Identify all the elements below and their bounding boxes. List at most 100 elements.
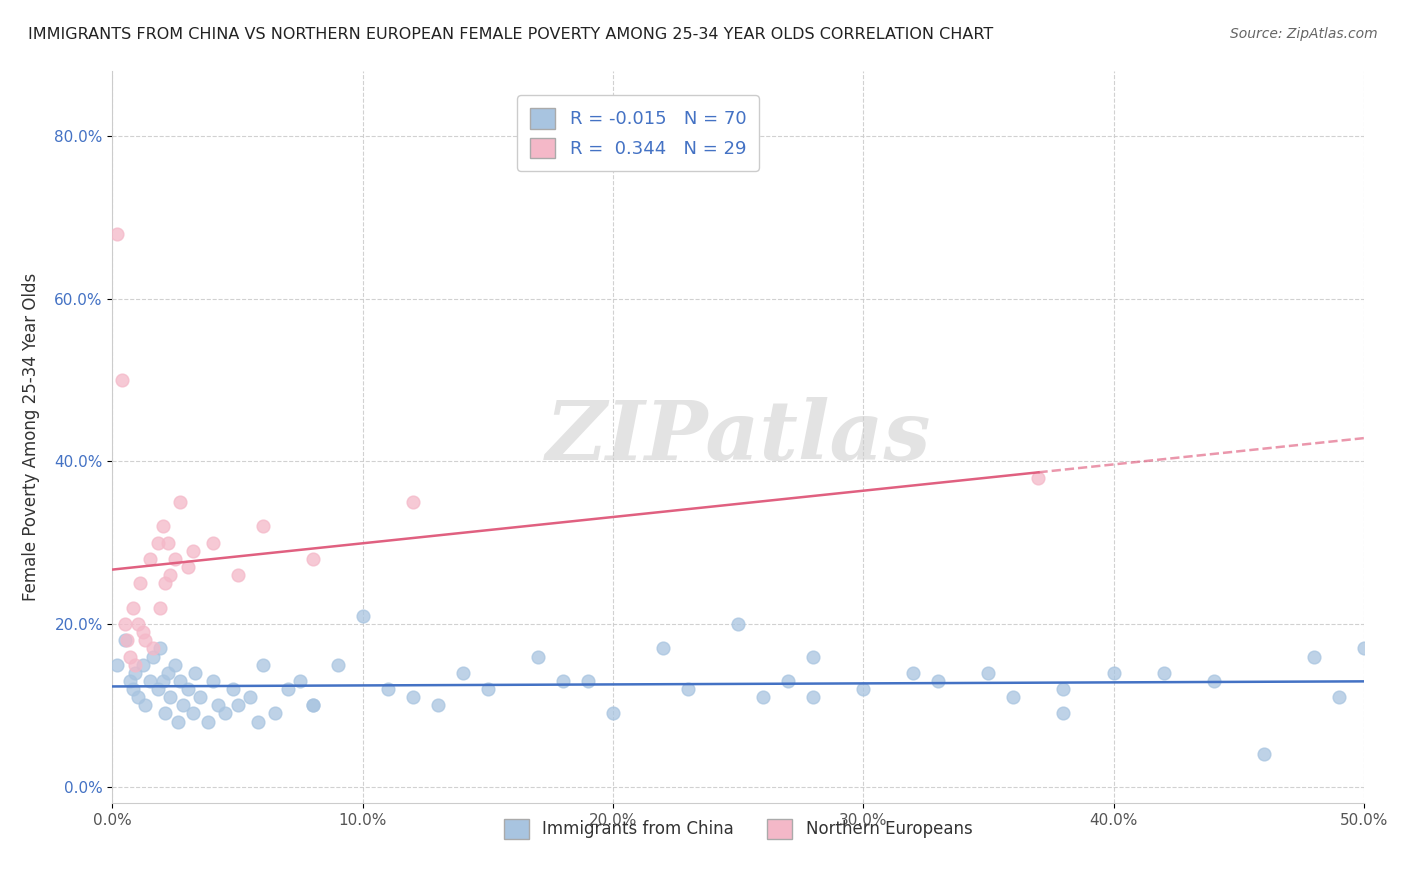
Point — [207, 698, 229, 713]
Point — [181, 544, 204, 558]
Point — [977, 665, 1000, 680]
Point — [149, 641, 172, 656]
Point — [124, 657, 146, 672]
Point — [1052, 706, 1074, 721]
Point — [139, 552, 162, 566]
Point — [181, 706, 204, 721]
Point — [149, 600, 172, 615]
Point — [172, 698, 194, 713]
Point — [152, 519, 174, 533]
Point — [226, 698, 249, 713]
Point — [146, 535, 169, 549]
Point — [576, 673, 599, 688]
Point — [163, 552, 186, 566]
Point — [107, 227, 129, 241]
Point — [153, 576, 176, 591]
Point — [1153, 665, 1175, 680]
Point — [301, 552, 323, 566]
Point — [1302, 649, 1324, 664]
Point — [127, 617, 149, 632]
Point — [117, 633, 139, 648]
Point — [114, 617, 136, 632]
Point — [551, 673, 574, 688]
Point — [326, 657, 349, 672]
Point — [1353, 641, 1375, 656]
Point — [239, 690, 262, 705]
Point — [121, 681, 143, 696]
Point — [1052, 681, 1074, 696]
Point — [124, 665, 146, 680]
Point — [134, 633, 156, 648]
Point — [118, 673, 141, 688]
Point — [290, 673, 312, 688]
Point — [676, 681, 699, 696]
Point — [159, 568, 181, 582]
Point — [221, 681, 243, 696]
Point — [246, 714, 269, 729]
Text: Source: ZipAtlas.com: Source: ZipAtlas.com — [1230, 27, 1378, 41]
Point — [114, 633, 136, 648]
Point — [352, 608, 374, 623]
Point — [176, 681, 198, 696]
Point — [652, 641, 675, 656]
Point — [166, 714, 188, 729]
Text: IMMIGRANTS FROM CHINA VS NORTHERN EUROPEAN FEMALE POVERTY AMONG 25-34 YEAR OLDS : IMMIGRANTS FROM CHINA VS NORTHERN EUROPE… — [28, 27, 994, 42]
Point — [146, 681, 169, 696]
Point — [188, 690, 211, 705]
Point — [301, 698, 323, 713]
Point — [727, 617, 749, 632]
Legend: Immigrants from China, Northern Europeans: Immigrants from China, Northern European… — [498, 812, 979, 846]
Point — [1002, 690, 1025, 705]
Point — [426, 698, 449, 713]
Point — [778, 673, 800, 688]
Point — [141, 641, 163, 656]
Point — [927, 673, 949, 688]
Point — [156, 535, 179, 549]
Y-axis label: Female Poverty Among 25-34 Year Olds: Female Poverty Among 25-34 Year Olds — [22, 273, 41, 601]
Point — [477, 681, 499, 696]
Point — [402, 690, 425, 705]
Point — [156, 665, 179, 680]
Point — [377, 681, 399, 696]
Point — [752, 690, 775, 705]
Point — [107, 657, 129, 672]
Point — [118, 649, 141, 664]
Point — [129, 576, 152, 591]
Point — [226, 568, 249, 582]
Point — [1253, 747, 1275, 761]
Point — [163, 657, 186, 672]
Point — [527, 649, 550, 664]
Point — [131, 625, 153, 640]
Point — [402, 495, 425, 509]
Point — [1028, 471, 1050, 485]
Point — [184, 665, 207, 680]
Point — [121, 600, 143, 615]
Point — [169, 495, 191, 509]
Point — [264, 706, 287, 721]
Point — [214, 706, 236, 721]
Point — [169, 673, 191, 688]
Point — [141, 649, 163, 664]
Point — [159, 690, 181, 705]
Point — [602, 706, 624, 721]
Point — [1327, 690, 1350, 705]
Point — [201, 673, 224, 688]
Point — [801, 690, 824, 705]
Point — [201, 535, 224, 549]
Point — [134, 698, 156, 713]
Point — [852, 681, 875, 696]
Point — [153, 706, 176, 721]
Point — [451, 665, 474, 680]
Point — [139, 673, 162, 688]
Point — [131, 657, 153, 672]
Point — [252, 657, 274, 672]
Point — [197, 714, 219, 729]
Point — [1102, 665, 1125, 680]
Point — [277, 681, 299, 696]
Point — [152, 673, 174, 688]
Point — [1202, 673, 1225, 688]
Point — [801, 649, 824, 664]
Point — [111, 373, 134, 387]
Text: ZIPatlas: ZIPatlas — [546, 397, 931, 477]
Point — [252, 519, 274, 533]
